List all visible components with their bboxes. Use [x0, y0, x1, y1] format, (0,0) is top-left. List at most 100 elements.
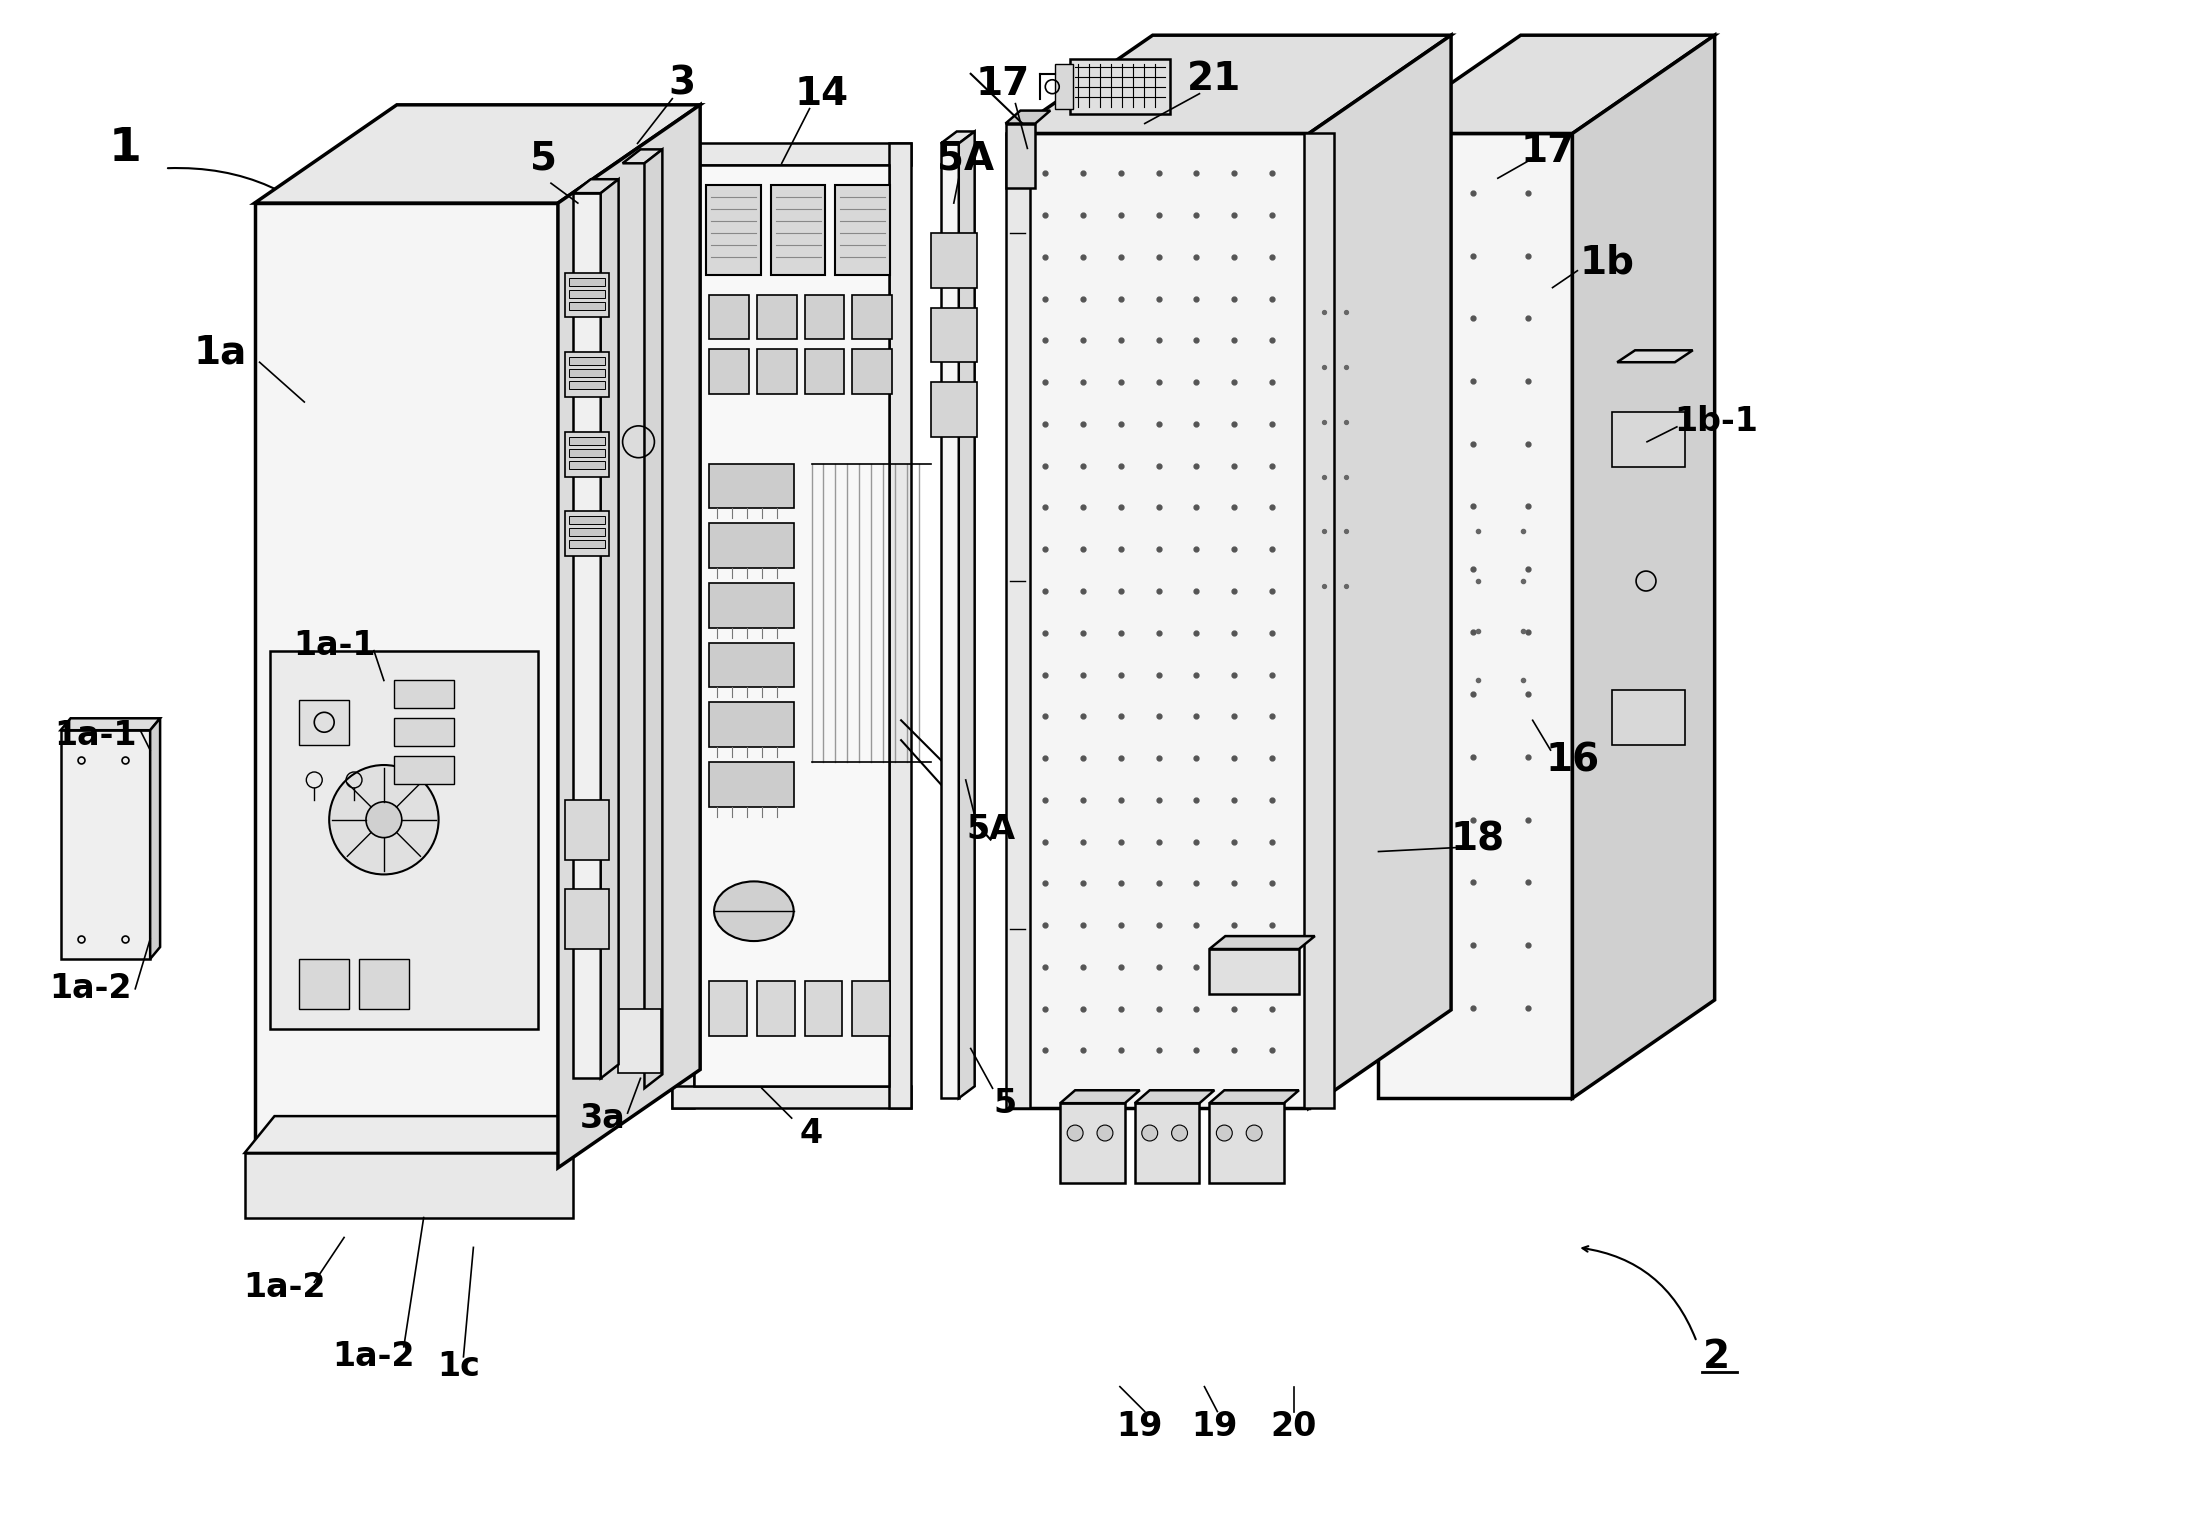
Bar [617, 1009, 661, 1073]
Bar [1613, 411, 1685, 467]
Bar [393, 681, 453, 708]
Bar [569, 448, 604, 457]
Bar [1006, 134, 1030, 1109]
Bar [1055, 63, 1072, 109]
Polygon shape [244, 1116, 602, 1153]
Text: 1a-1: 1a-1 [292, 630, 376, 662]
Bar [852, 350, 892, 394]
Polygon shape [1573, 35, 1714, 1098]
Text: 1c: 1c [437, 1351, 479, 1383]
Bar [1208, 1103, 1283, 1183]
Bar [940, 143, 958, 1098]
Bar [569, 541, 604, 548]
Bar [756, 981, 795, 1035]
Bar [672, 143, 912, 165]
Polygon shape [1309, 35, 1450, 1109]
Circle shape [1217, 1126, 1233, 1141]
Bar [1208, 949, 1298, 993]
Text: 21: 21 [1186, 60, 1241, 97]
Polygon shape [255, 105, 701, 203]
Bar [1006, 123, 1035, 188]
Polygon shape [622, 149, 661, 163]
Polygon shape [600, 179, 620, 1078]
Bar [565, 799, 609, 859]
Bar [710, 762, 793, 807]
Text: 19: 19 [1116, 1411, 1162, 1443]
Bar [565, 511, 609, 556]
Polygon shape [1011, 35, 1450, 134]
Text: 1a-1: 1a-1 [55, 719, 136, 752]
Text: 16: 16 [1544, 741, 1599, 779]
Bar [705, 185, 760, 274]
Bar [573, 192, 600, 1078]
Text: 5A: 5A [967, 813, 1015, 845]
Bar [1136, 1103, 1200, 1183]
Bar [804, 350, 844, 394]
Bar [1617, 362, 1674, 799]
Text: 5A: 5A [938, 139, 995, 177]
Polygon shape [255, 203, 558, 1167]
Bar [1061, 1103, 1125, 1183]
Text: 14: 14 [795, 74, 848, 112]
Bar [852, 294, 892, 339]
Bar [569, 290, 604, 297]
Circle shape [330, 765, 439, 875]
Bar [565, 431, 609, 476]
Text: 1a: 1a [193, 333, 246, 371]
Polygon shape [1617, 350, 1692, 362]
Bar [932, 233, 978, 288]
Polygon shape [1136, 1090, 1215, 1103]
Bar [299, 959, 349, 1009]
Bar [672, 1086, 912, 1109]
Bar [569, 528, 604, 536]
Bar [835, 185, 890, 274]
Bar [756, 294, 798, 339]
Text: 1a-2: 1a-2 [48, 972, 132, 1006]
Bar [569, 460, 604, 468]
Bar [890, 143, 912, 1109]
Bar [569, 516, 604, 524]
Bar [569, 380, 604, 390]
Polygon shape [1006, 111, 1050, 123]
Bar [393, 756, 453, 784]
Bar [62, 730, 149, 959]
Bar [710, 464, 793, 508]
Text: 1a-2: 1a-2 [332, 1340, 415, 1374]
Bar [1070, 59, 1169, 114]
Bar [299, 701, 349, 745]
Text: 1a-2: 1a-2 [244, 1270, 325, 1304]
Text: 1: 1 [110, 126, 143, 171]
Bar [694, 165, 890, 1086]
Bar [804, 981, 841, 1035]
Circle shape [1171, 1126, 1189, 1141]
Polygon shape [1208, 936, 1314, 949]
Text: 1b: 1b [1580, 243, 1635, 282]
Circle shape [1096, 1126, 1114, 1141]
Bar [932, 308, 978, 362]
Bar [569, 302, 604, 310]
Bar [270, 650, 538, 1029]
Bar [358, 959, 409, 1009]
Bar [852, 981, 890, 1035]
Polygon shape [958, 131, 975, 1098]
Polygon shape [940, 131, 975, 143]
Bar [565, 353, 609, 397]
Text: 20: 20 [1270, 1411, 1318, 1443]
Text: 18: 18 [1450, 821, 1505, 859]
Bar [622, 163, 644, 1089]
Bar [1303, 134, 1334, 1109]
Ellipse shape [714, 881, 793, 941]
Bar [710, 350, 749, 394]
Bar [393, 718, 453, 745]
Bar [756, 350, 798, 394]
Bar [710, 702, 793, 747]
Text: 1b-1: 1b-1 [1674, 405, 1758, 439]
Text: 4: 4 [800, 1116, 824, 1149]
Polygon shape [644, 149, 661, 1089]
Bar [569, 370, 604, 377]
Polygon shape [1378, 35, 1714, 134]
Polygon shape [62, 718, 160, 730]
Bar [932, 382, 978, 437]
Circle shape [1142, 1126, 1158, 1141]
Bar [565, 890, 609, 949]
